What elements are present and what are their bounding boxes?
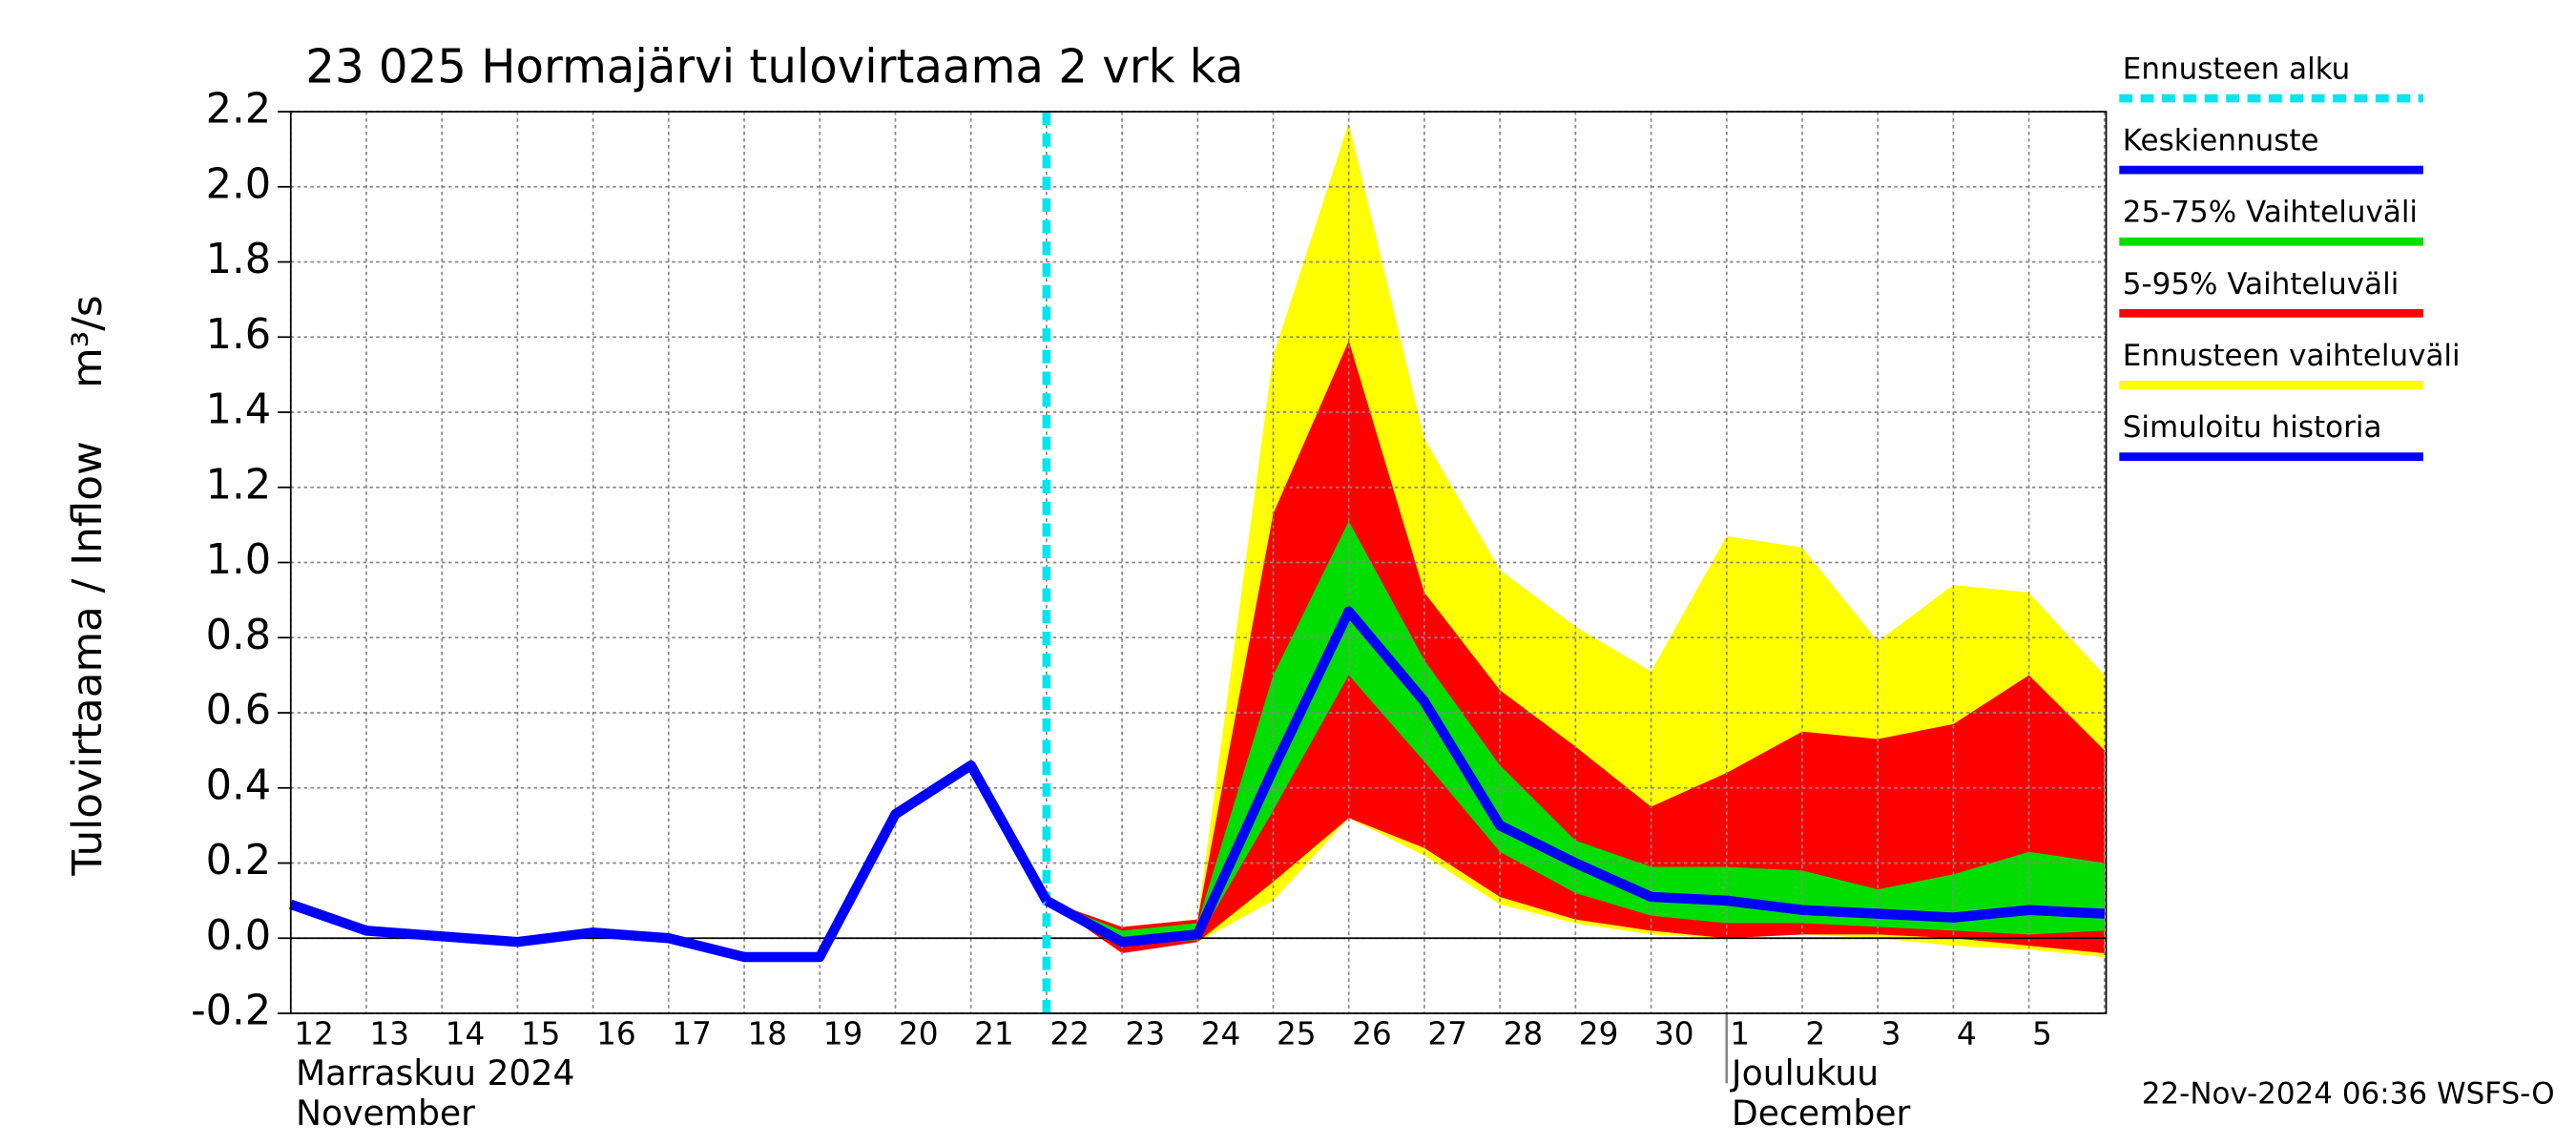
x-tick-label: 26 (1352, 1014, 1392, 1051)
x-tick-label: 15 (521, 1014, 561, 1051)
forecast-band (1046, 521, 2105, 947)
y-tick-label: 0.6 (206, 686, 271, 734)
y-tick-label: 0.4 (206, 761, 271, 809)
y-tick-label: 1.4 (206, 385, 271, 433)
x-tick-label: 19 (823, 1014, 863, 1051)
legend-label: Simuloitu historia (2123, 410, 2382, 445)
plot-frame (289, 111, 2108, 1014)
x-tick-label: 22 (1049, 1014, 1090, 1051)
x-tick-label: 5 (2032, 1014, 2052, 1051)
series-line (1044, 606, 2106, 947)
x-tick-label: 27 (1427, 1014, 1467, 1051)
y-tick-label: 0.8 (206, 612, 271, 659)
x-tick-label: 1 (1730, 1014, 1750, 1051)
month-label: Marraskuu 2024 (296, 1052, 575, 1093)
chart-title: 23 025 Hormajärvi tulovirtaama 2 vrk ka (305, 40, 1243, 94)
x-tick-label: 4 (1957, 1014, 1977, 1051)
legend-label: Ennusteen alku (2123, 52, 2351, 86)
legend-label: 5-95% Vaihteluväli (2123, 267, 2399, 302)
y-tick-label: 1.0 (206, 536, 271, 584)
month-label: Joulukuu (1730, 1052, 1879, 1093)
legend-label: Keskiennuste (2123, 123, 2319, 157)
x-tick-label: 14 (446, 1014, 486, 1051)
y-tick-label: 0.2 (206, 837, 271, 885)
series-line (289, 760, 1051, 963)
y-tick-label: 1.6 (206, 311, 271, 359)
x-tick-label: 25 (1277, 1014, 1317, 1051)
x-tick-label: 23 (1126, 1014, 1166, 1051)
timestamp: 22-Nov-2024 06:36 WSFS-O (2142, 1076, 2555, 1111)
y-tick-label: 2.2 (206, 85, 271, 133)
x-tick-label: 20 (899, 1014, 939, 1051)
x-tick-label: 28 (1504, 1014, 1544, 1051)
x-tick-label: 21 (974, 1014, 1014, 1051)
y-tick-label: 1.2 (206, 461, 271, 509)
y-tick-label: 1.8 (206, 236, 271, 283)
x-tick-label: 18 (747, 1014, 787, 1051)
y-tick-label: 0.0 (206, 912, 271, 960)
x-tick-label: 17 (672, 1014, 712, 1051)
month-label: December (1732, 1093, 1910, 1134)
y-tick-label: -0.2 (191, 987, 271, 1034)
legend-label: 25-75% Vaihteluväli (2123, 195, 2418, 229)
forecast-band (1046, 341, 2105, 954)
month-label: November (296, 1093, 475, 1134)
x-tick-label: 30 (1654, 1014, 1694, 1051)
x-tick-label: 12 (294, 1014, 334, 1051)
x-tick-label: 13 (369, 1014, 409, 1051)
y-tick-label: 2.0 (206, 160, 271, 208)
x-tick-label: 29 (1579, 1014, 1619, 1051)
y-axis-label: Tulovirtaama / Inflow (64, 441, 112, 876)
x-tick-label: 16 (596, 1014, 636, 1051)
x-tick-label: 24 (1201, 1014, 1241, 1051)
y-axis-unit: m³/s (64, 295, 112, 387)
x-tick-label: 3 (1881, 1014, 1901, 1051)
x-tick-label: 2 (1805, 1014, 1825, 1051)
legend-label: Ennusteen vaihteluväli (2123, 339, 2461, 373)
